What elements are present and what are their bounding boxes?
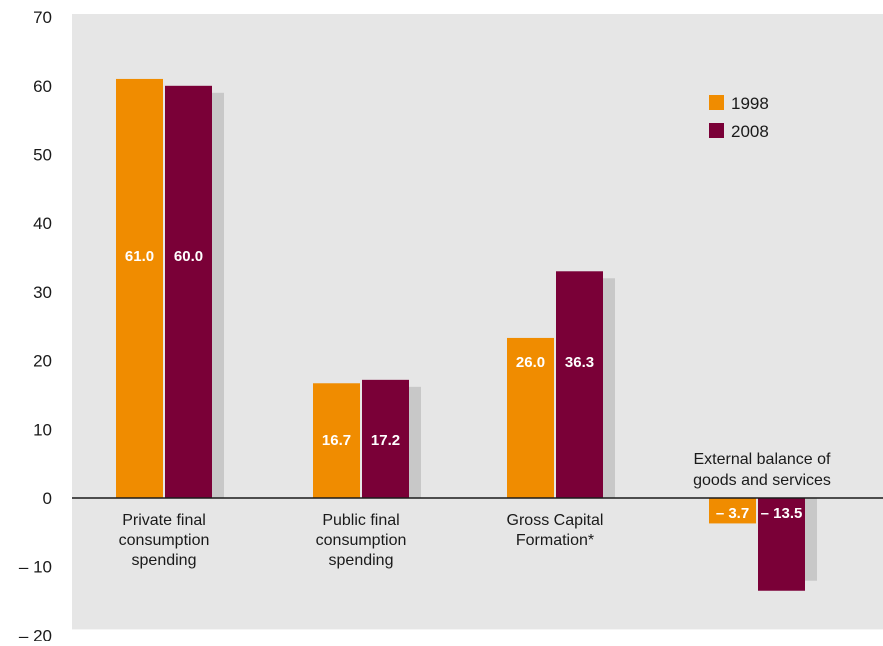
bar-value-label: 26.0 [516,354,545,371]
category-label: consumption [119,532,210,549]
bar-1998 [709,498,756,524]
bar-1998 [507,337,554,498]
category-label: spending [132,552,197,569]
bar-value-label: – 3.7 [716,505,749,522]
bar-2008 [758,498,805,591]
y-tick-label: 30 [33,283,52,302]
bar-value-label: 17.2 [371,432,400,449]
bar-1998 [116,78,163,499]
legend-label: 2008 [731,122,769,141]
y-tick-label: 20 [33,352,52,371]
category-label: consumption [316,532,407,549]
y-tick-label: 40 [33,214,52,233]
bar-value-label: – 13.5 [761,505,803,522]
legend-label: 1998 [731,94,769,113]
legend-swatch-1998 [709,95,724,110]
y-tick-label: – 20 [19,626,52,641]
y-tick-label: 50 [33,146,52,165]
bar-value-label: 60.0 [174,248,203,265]
category-label: Gross Capital [507,512,604,529]
category-label: goods and services [693,472,831,489]
y-tick-label: 70 [33,8,52,27]
bar-value-label: 36.3 [565,354,594,371]
category-label: Private final [122,512,206,529]
bar-shadow [603,278,615,498]
category-label: Public final [322,512,399,529]
y-tick-label: 10 [33,420,52,439]
bar-value-label: 61.0 [125,248,154,265]
bar-shadow [212,92,224,499]
bar-shadow [409,386,421,498]
bar-2008 [556,271,603,498]
y-tick-label: 0 [43,489,52,508]
bar-value-label: 16.7 [322,432,351,449]
y-tick-label: 60 [33,77,52,96]
bar-1998 [313,383,360,498]
category-label: spending [329,552,394,569]
legend-swatch-2008 [709,123,724,138]
category-label: Formation* [516,532,594,549]
bar-2008 [165,85,212,499]
y-tick-label: – 10 [19,558,52,577]
category-label: External balance of [694,451,832,468]
bar-shadow [805,498,817,581]
bar-2008 [362,379,409,498]
